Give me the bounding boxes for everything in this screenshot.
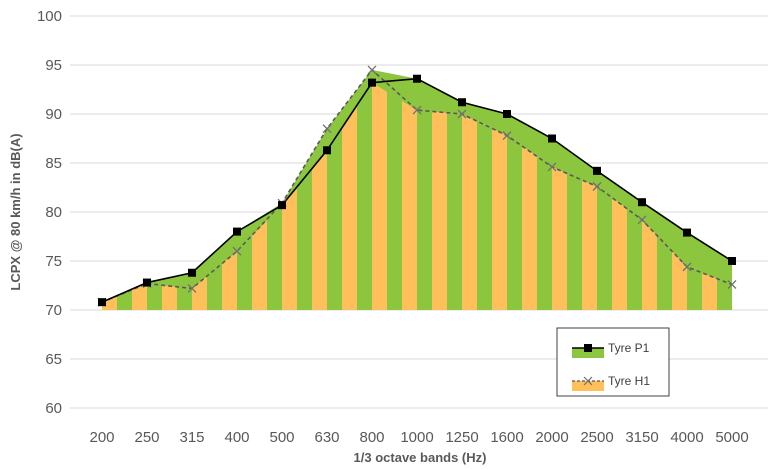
- marker-tyre-p1: [728, 257, 736, 265]
- line-tyre-h1: [101, 68, 733, 303]
- x-axis-title: 1/3 octave bands (Hz): [354, 450, 487, 465]
- stripe: [477, 82, 492, 310]
- x-tick-label: 630: [314, 429, 339, 446]
- stripe: [507, 82, 522, 310]
- x-tick-label: 2000: [535, 429, 568, 446]
- marker-tyre-p1: [683, 228, 691, 237]
- legend-swatch-tyre-p1: [572, 348, 604, 358]
- legend-marker-tyre-h1: [583, 376, 593, 386]
- marker-tyre-h1: [412, 105, 422, 115]
- marker-tyre-p1: [413, 74, 421, 83]
- marker-tyre-p1: [638, 198, 646, 207]
- y-tick-label: 65: [45, 351, 62, 368]
- y-tick-label: 70: [45, 302, 62, 319]
- marker-tyre-p1: [548, 134, 556, 143]
- y-tick-label: 85: [45, 155, 62, 172]
- x-tick-label: 1000: [400, 429, 433, 446]
- x-tick-label: 200: [89, 429, 114, 446]
- stripe: [357, 82, 372, 310]
- x-tick-label: 400: [224, 429, 249, 446]
- marker-tyre-h1: [457, 109, 467, 119]
- legend-swatch-tyre-h1: [572, 381, 604, 391]
- marker-tyre-h1: [367, 65, 377, 75]
- legend-marker-tyre-p1: [584, 344, 592, 352]
- x-tick-labels: 200 250 315 400 500 630 800 1000 1250 1600 2000 250…: [89, 429, 748, 446]
- marker-tyre-p1: [368, 78, 376, 87]
- marker-tyre-h1: [322, 124, 332, 134]
- x-tick-label: 315: [179, 429, 204, 446]
- y-tick-label: 60: [45, 400, 62, 417]
- stripe: [327, 82, 342, 310]
- marker-tyre-p1: [458, 98, 466, 107]
- marker-tyre-p1: [143, 278, 151, 287]
- marker-tyre-p1: [323, 146, 331, 155]
- x-tick-label: 500: [269, 429, 294, 446]
- marker-tyre-p1: [233, 227, 241, 236]
- x-tick-label: 1250: [445, 429, 478, 446]
- marker-tyre-p1: [188, 268, 196, 277]
- marker-tyre-h1: [727, 280, 737, 289]
- y-tick-label: 90: [45, 106, 62, 123]
- marker-tyre-p1: [593, 166, 601, 175]
- marker-tyre-h1: [637, 215, 647, 225]
- marker-tyre-h1: [682, 262, 692, 272]
- marker-tyre-p1: [98, 298, 106, 307]
- y-tick-label: 95: [45, 57, 62, 74]
- marker-tyre-h1: [502, 131, 512, 141]
- stripe: [417, 82, 432, 310]
- x-tick-label: 1600: [490, 429, 523, 446]
- y-tick-label: 100: [37, 8, 62, 25]
- marker-tyre-p1: [503, 110, 511, 118]
- x-tick-label: 800: [359, 429, 384, 446]
- marker-tyre-h1: [187, 283, 197, 293]
- marker-tyre-h1: [547, 162, 557, 172]
- x-tick-label: 2500: [580, 429, 613, 446]
- legend-label-tyre-p1: Tyre P1: [608, 341, 650, 355]
- x-tick-label: 3150: [625, 429, 658, 446]
- y-tick-labels: 60 65 70 75 80 85 90 95 100: [37, 8, 62, 417]
- series-markers: [97, 65, 737, 307]
- x-tick-label: 250: [134, 429, 159, 446]
- y-axis-title: LCPX @ 80 km/h in dB(A): [8, 133, 23, 290]
- y-tick-label: 75: [45, 253, 62, 270]
- marker-tyre-p1: [278, 201, 286, 210]
- marker-tyre-h1: [592, 182, 602, 191]
- legend-label-tyre-h1: Tyre H1: [608, 374, 650, 388]
- marker-tyre-h1: [232, 246, 242, 256]
- x-tick-label: 4000: [670, 429, 703, 446]
- x-tick-label: 5000: [715, 429, 748, 446]
- stripe: [447, 82, 462, 310]
- stripe: [387, 82, 402, 310]
- legend: Tyre P1 Tyre H1: [556, 327, 670, 397]
- y-tick-label: 80: [45, 204, 62, 221]
